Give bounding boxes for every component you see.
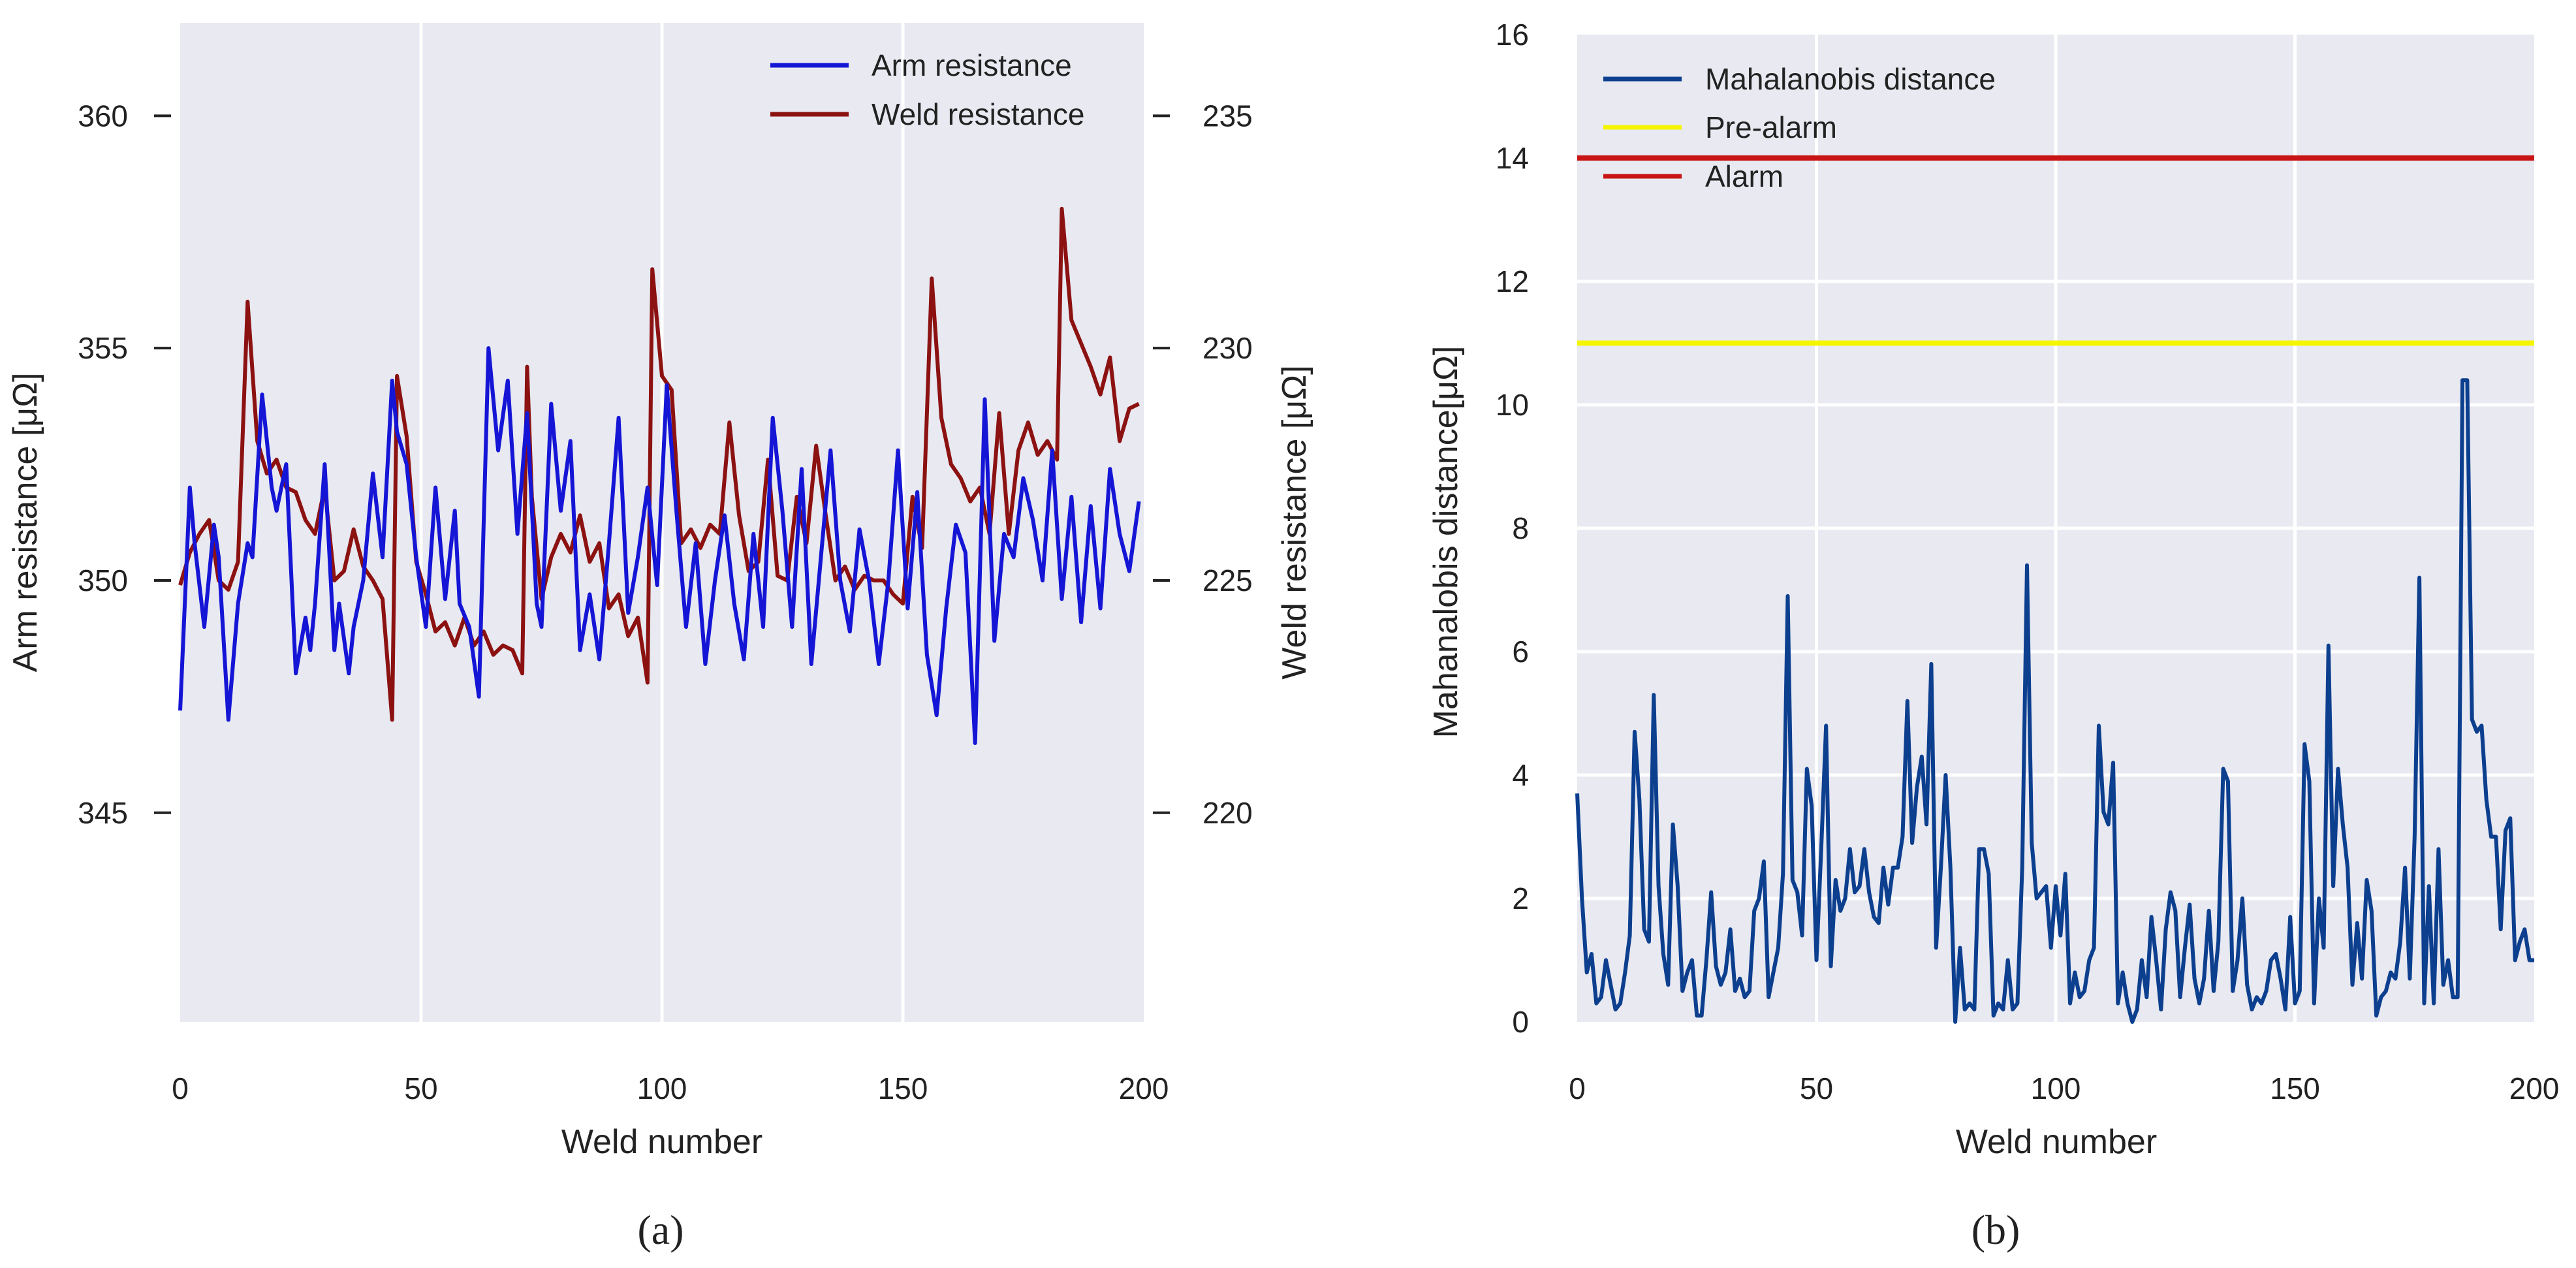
panel-a-x-tick-label: 0 [172,1071,189,1105]
panel-a-series-line-weld-resistance [178,206,1140,722]
panel-b-mahalanobis-distance-chart: 0 50 100 150 200 0 2 4 6 8 10 12 14 16 Weld number Ma… [1427,18,2559,1253]
panel-b-caption: (b) [1971,1207,2020,1253]
panel-b-y-tick-label: 6 [1512,635,1529,669]
panel-a-series-line-arm-resistance [178,346,1141,745]
panel-a-x-tick-label: 100 [637,1071,687,1105]
panel-a-left-y-tick-label: 345 [78,796,128,830]
panel-b-x-tick-label: 50 [1800,1071,1833,1105]
panel-a-left-y-tick-label: 350 [78,563,128,597]
panel-b-series-lines [1575,155,2534,1024]
panel-b-y-tick-label: 0 [1512,1005,1529,1039]
panel-b-y-tick-label: 16 [1496,18,1529,52]
legend-label-arm-resistance: Arm resistance [872,48,1072,82]
panel-a-x-tick-label: 150 [878,1071,928,1105]
legend-label-pre-alarm: Pre-alarm [1705,110,1837,144]
panel-a-left-y-axis-title: Arm resistance [μΩ] [7,373,44,673]
panel-a-caption: (a) [637,1207,683,1253]
panel-a-series-lines [178,206,1141,745]
panel-b-x-tick-label: 200 [2509,1071,2560,1105]
panel-b-x-tick-label: 100 [2031,1071,2081,1105]
panel-b-y-tick-label: 8 [1512,511,1529,545]
panel-a-right-y-tick-label: 235 [1202,99,1253,133]
panel-b-x-tick-label: 150 [2270,1071,2320,1105]
panel-a-left-y-tick-label: 355 [78,331,128,365]
panel-a-right-y-tick-label: 230 [1202,331,1253,365]
panel-a-right-y-axis-title: Weld resistance [μΩ] [1276,365,1313,679]
panel-a-x-tick-label: 200 [1119,1071,1169,1105]
legend-label-mahalanobis-distance: Mahalanobis distance [1705,62,1996,96]
panel-b-gridlines [1577,35,2534,1022]
panel-a-legend: Arm resistance Weld resistance [770,48,1084,131]
panel-a-arm-weld-resistance-chart: 0 50 100 150 200 345 350 355 360 220 225 230 235 Wel… [7,23,1313,1253]
panel-b-y-tick-label: 2 [1512,881,1529,915]
panel-a-right-y-tick-label: 225 [1202,563,1253,597]
panel-b-y-tick-label: 4 [1512,758,1529,792]
panel-a-right-y-tick-label: 220 [1202,796,1253,830]
panel-b-x-axis-title: Weld number [1956,1123,2157,1161]
panel-b-legend: Mahalanobis distance Pre-alarm Alarm [1603,62,1996,193]
panel-b-y-tick-label: 12 [1496,264,1529,298]
panel-a-x-tick-label: 50 [404,1071,437,1105]
panel-b-y-tick-label: 10 [1496,388,1529,422]
legend-label-alarm: Alarm [1705,159,1783,193]
panel-b-x-tick-label: 0 [1569,1071,1586,1105]
panel-a-x-axis-title: Weld number [561,1123,762,1161]
panel-b-y-axis-title: Mahanalobis distance[μΩ] [1427,346,1465,738]
panel-b-series-line-mahalanobis-distance [1575,378,2534,1024]
panel-a-left-y-tick-label: 360 [78,99,128,133]
legend-label-weld-resistance: Weld resistance [872,97,1084,131]
panel-b-ticks: 0 50 100 150 200 0 2 4 6 8 10 12 14 16 [1496,18,2560,1105]
panel-a-ticks: 0 50 100 150 200 345 350 355 360 220 225 230 235 [78,99,1253,1105]
panel-b-y-tick-label: 14 [1496,141,1529,175]
